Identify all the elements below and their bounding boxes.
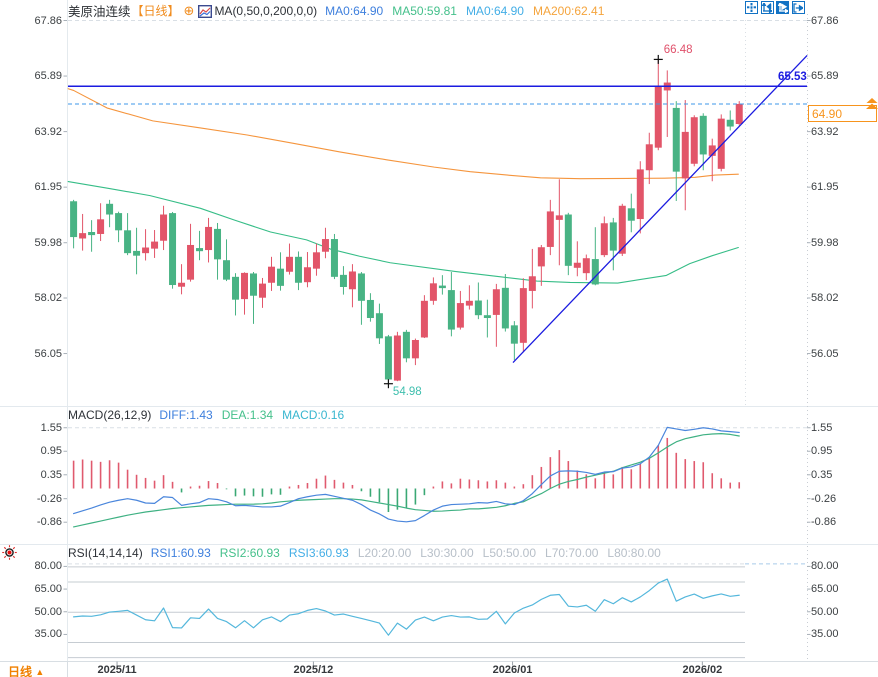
price-axis-label-left: 58.02: [34, 291, 62, 304]
rsi-axis-label-right: 35.00: [811, 628, 839, 641]
rsi-axis-label-left: 65.00: [34, 583, 62, 596]
macd-axis-label-right: -0.26: [811, 492, 837, 505]
price-axis-label-right: 61.95: [811, 181, 839, 194]
rsi-formula[interactable]: RSI(14,14,14): [68, 546, 143, 560]
extreme-marker: [653, 54, 663, 64]
ma-legend-value: MA0:64.90: [325, 3, 384, 18]
price-axis-label-right: 67.86: [811, 14, 839, 27]
dea-line: [72, 433, 740, 528]
price-axis-label-right: 63.92: [811, 125, 839, 138]
rsi-values: RSI1:60.93 RSI2:60.93 RSI3:60.93 L20:20.00 L…: [151, 546, 670, 560]
timeframe-label: 日线: [8, 663, 33, 677]
macd-formula[interactable]: MACD(26,12,9): [68, 408, 152, 422]
time-axis-label: 2026/01: [492, 664, 533, 676]
price-axis-label-left: 56.05: [34, 347, 62, 360]
candlesticks: [70, 59, 743, 384]
price-axis-label-left: 67.86: [34, 14, 62, 27]
rsi-axis-label-left: 50.00: [34, 605, 62, 618]
macd-axis-label-left: 0.35: [40, 468, 62, 481]
ma-legend-value: MA0:64.90: [465, 3, 524, 18]
macd-values: DIFF:1.43 DEA:1.34 MACD:0.16: [159, 408, 353, 422]
macd-legend-value: MACD:0.16: [282, 408, 345, 422]
ma200-line: [67, 88, 739, 180]
macd-axis-label-left: -0.86: [36, 516, 62, 529]
price-axis-label-left: 63.92: [34, 125, 62, 138]
toolbar-axis-left-icon[interactable]: [760, 1, 774, 14]
rsi-legend-value: L20:20.00: [357, 546, 412, 560]
symbol-title: 美原油连续: [68, 1, 131, 20]
macd-axis-label-left: 0.95: [40, 445, 62, 458]
current-price-tag: 64.90: [808, 104, 877, 122]
rsi-line: [72, 578, 740, 636]
rsi-axis-label-left: 80.00: [34, 560, 62, 573]
rsi-axis-label-right: 65.00: [811, 583, 839, 596]
rsi-legend-value: L80:80.00: [607, 546, 661, 560]
ma-legend-value: MA200:62.41: [532, 3, 605, 18]
toolbar-pan-icon[interactable]: [745, 1, 758, 14]
ma-formula[interactable]: MA(0,50,0,200,0,0): [214, 3, 318, 18]
rsi-legend-value: L70:70.00: [545, 546, 599, 560]
high-price-label: 66.48: [663, 44, 693, 57]
price-axis-label-right: 65.89: [811, 70, 839, 83]
rsi-legend: RSI(14,14,14) RSI1:60.93 RSI2:60.93 RSI3:6…: [68, 546, 670, 560]
rsi-legend-value: RSI3:60.93: [288, 546, 349, 560]
horizontal-line-price-label: 65.53: [778, 71, 807, 84]
macd-legend-value: DEA:1.34: [221, 408, 274, 422]
scroll-to-latest-button[interactable]: [864, 96, 878, 114]
chart-toolbar: [745, 1, 807, 14]
toolbar-exit-right-icon[interactable]: [791, 1, 805, 14]
ma-legend-value: MA50:59.81: [392, 3, 457, 18]
macd-axis-label-left: -0.26: [36, 492, 62, 505]
main-legend: 美原油连续 【日线】 ⊕ MA(0,50,0,200,0,0) MA0:64.9…: [68, 1, 613, 20]
macd-legend-value: DIFF:1.43: [159, 408, 213, 422]
chart-type-icon[interactable]: [198, 4, 213, 19]
macd-axis-label-left: 1.55: [40, 421, 62, 434]
ma-values: MA0:64.90 MA50:59.81 MA0:64.90 MA200:62.41: [325, 4, 613, 18]
period-tag-title[interactable]: 【日线】: [131, 2, 180, 19]
rsi-axis-label-left: 35.00: [34, 628, 62, 641]
price-axis-label-left: 61.95: [34, 181, 62, 194]
add-indicator-icon[interactable]: ⊕: [183, 2, 195, 18]
rsi-legend-value: L50:50.00: [482, 546, 537, 560]
macd-axis-label-right: 0.35: [811, 468, 833, 481]
diff-line: [72, 426, 740, 523]
macd-axis-label-right: 1.55: [811, 421, 833, 434]
rsi-legend-value: RSI2:60.93: [219, 546, 280, 560]
price-axis-label-right: 56.05: [811, 347, 839, 360]
rsi-axis-label-right: 80.00: [811, 560, 839, 573]
timeframe-selector[interactable]: 日线 ▲: [8, 663, 44, 677]
price-panel: [67, 54, 808, 389]
timeframe-arrow-icon: ▲: [35, 667, 45, 677]
price-axis-label-right: 59.98: [811, 236, 839, 249]
toolbar-axis-play-icon[interactable]: [776, 1, 789, 14]
ma50-line: [67, 180, 739, 284]
macd-axis-label-right: 0.95: [811, 445, 833, 458]
low-price-label: 54.98: [392, 385, 422, 398]
rsi-legend-value: RSI1:60.93: [150, 546, 211, 560]
macd-panel: [72, 426, 741, 528]
price-axis-label-left: 59.98: [34, 236, 62, 249]
time-axis-label: 2025/12: [293, 664, 334, 676]
drawn-trend-line[interactable]: [512, 55, 808, 364]
rsi-axis-label-right: 50.00: [811, 605, 839, 618]
rsi-legend-value: L30:30.00: [420, 546, 474, 560]
sun-indicator-icon[interactable]: [2, 545, 17, 565]
time-axis-label: 2026/02: [682, 664, 723, 676]
rsi-panel: [72, 578, 740, 636]
price-axis-label-right: 58.02: [811, 291, 839, 304]
time-axis-label: 2025/11: [97, 664, 137, 676]
macd-legend: MACD(26,12,9) DIFF:1.43 DEA:1.34 MACD:0.16: [68, 408, 353, 422]
extreme-marker: [383, 379, 393, 389]
price-axis-label-left: 65.89: [34, 70, 62, 83]
macd-axis-label-right: -0.86: [811, 516, 837, 529]
